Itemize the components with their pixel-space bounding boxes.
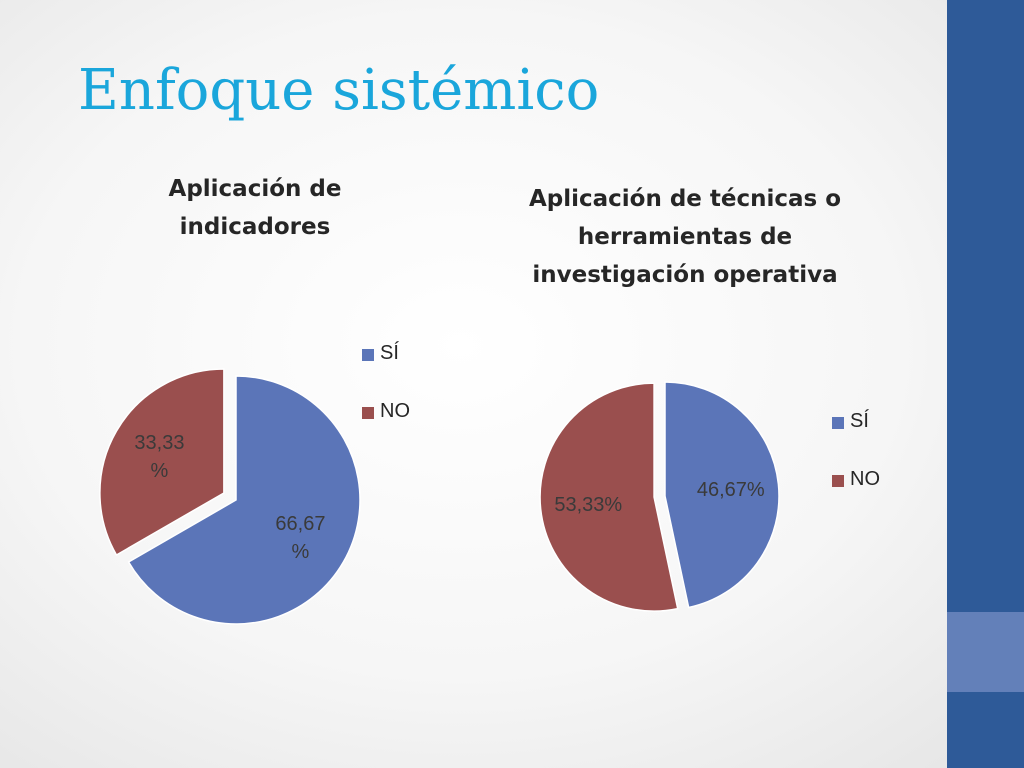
chart1-title-line: Aplicación de bbox=[168, 176, 342, 202]
chart2-title-line: investigación operativa bbox=[532, 262, 838, 288]
pie-slice-no bbox=[539, 382, 679, 612]
chart2-title: Aplicación de técnicas o herramientas de… bbox=[505, 180, 865, 294]
legend-swatch-no bbox=[362, 407, 374, 419]
data-label-line: 46,67% bbox=[697, 479, 765, 501]
legend-label: NO bbox=[850, 468, 880, 490]
legend-swatch-si bbox=[832, 417, 844, 429]
chart1-pie: 66,67 %33,33% bbox=[99, 368, 361, 625]
right-accent-block bbox=[947, 612, 1024, 692]
data-label: 53,33% bbox=[554, 494, 622, 516]
data-label-line: % bbox=[292, 541, 310, 563]
pie-slice-si bbox=[127, 375, 361, 625]
data-label-line: 53,33% bbox=[554, 494, 622, 516]
data-label: 46,67% bbox=[697, 479, 765, 501]
legend-label: NO bbox=[380, 400, 410, 422]
data-label: 33,33% bbox=[134, 432, 184, 482]
data-label: 66,67% bbox=[275, 513, 325, 563]
legend-label: SÍ bbox=[380, 342, 399, 364]
data-label-line: % bbox=[151, 460, 169, 482]
chart1-title-line: indicadores bbox=[179, 214, 331, 240]
chart2-title-line: herramientas de bbox=[577, 224, 793, 250]
slide-title: Enfoque sistémico bbox=[78, 58, 600, 123]
data-label-line: 33,33 bbox=[134, 432, 184, 454]
data-label-line: 66,67 bbox=[275, 513, 325, 535]
chart1-title: Aplicación de indicadores bbox=[120, 170, 390, 246]
chart2-pie: 46,67% 53,33% bbox=[539, 381, 780, 612]
pie-slice-si bbox=[664, 381, 780, 609]
legend-swatch-no bbox=[832, 475, 844, 487]
legend-swatch-si bbox=[362, 349, 374, 361]
legend-label: SÍ bbox=[850, 410, 869, 432]
chart2-title-line: Aplicación de técnicas o bbox=[528, 186, 842, 212]
pie-slice-no bbox=[99, 368, 225, 557]
